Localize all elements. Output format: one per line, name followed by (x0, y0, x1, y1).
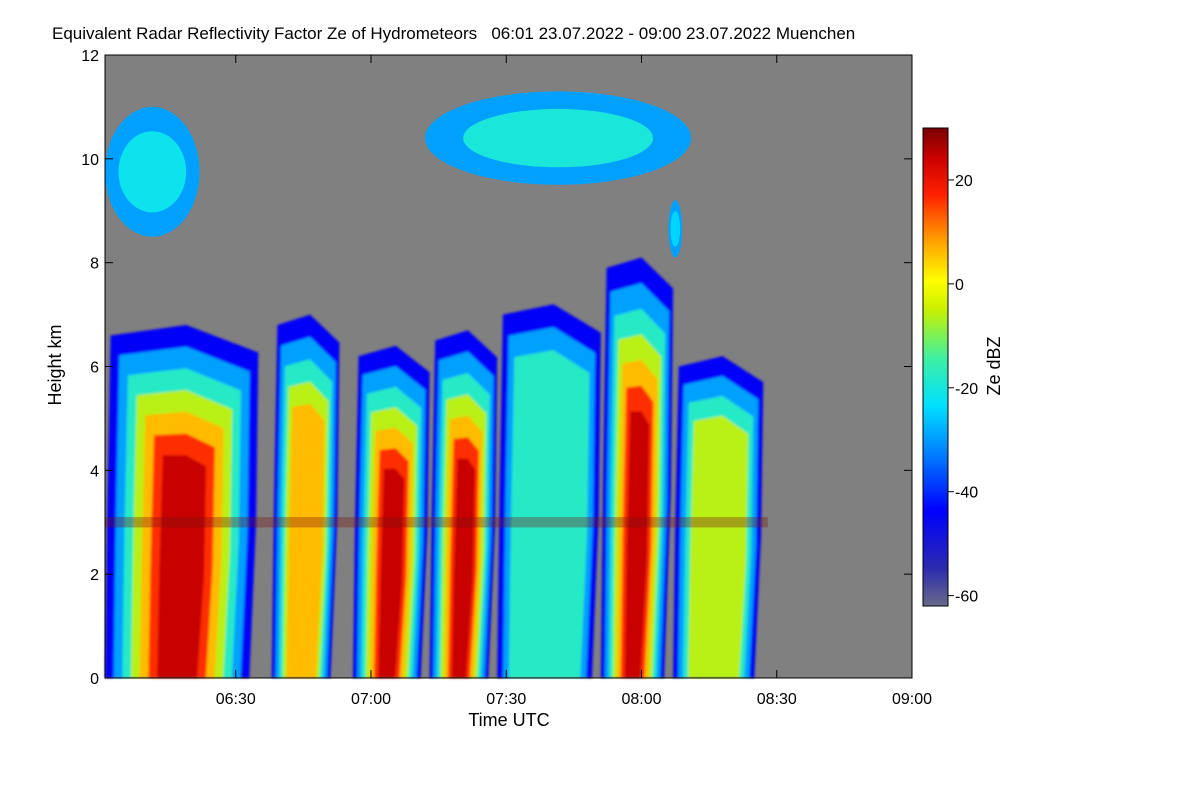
y-axis-label: Height km (45, 324, 65, 405)
echo-contour (451, 458, 476, 678)
x-tick-label: 06:30 (216, 691, 256, 708)
echo-cell (353, 345, 430, 678)
cirrus-core (463, 108, 654, 168)
echo-contour (508, 350, 590, 678)
echo-contour (157, 455, 207, 678)
y-tick-label: 10 (81, 152, 99, 169)
cirrus-core (118, 131, 187, 213)
echo-contour (688, 415, 749, 678)
y-tick-label: 8 (90, 256, 99, 273)
colorbar-tick-label: 0 (955, 277, 964, 294)
x-tick-label: 09:00 (892, 691, 932, 708)
echo-contour (378, 468, 405, 678)
echo-contour (624, 411, 650, 678)
y-tick-label: 6 (90, 360, 99, 377)
colorbar-label: Ze dBZ (984, 336, 1004, 395)
x-tick-label: 08:30 (757, 691, 797, 708)
echo-cell (429, 330, 498, 678)
colorbar-gradient (922, 127, 949, 607)
colorbar-tick-label: -40 (955, 485, 978, 502)
colorbar-tick-label: -20 (955, 381, 978, 398)
echo-cell (105, 325, 259, 678)
x-tick-label: 07:00 (351, 691, 391, 708)
chart-title: Equivalent Radar Reflectivity Factor Ze … (52, 24, 855, 43)
x-axis-label: Time UTC (468, 710, 549, 730)
echo-cell (600, 257, 674, 678)
echo-cell (271, 314, 340, 678)
colorbar-tick-label: 20 (955, 173, 973, 190)
echo-contour (286, 403, 325, 678)
plot-area (104, 54, 913, 679)
colorbar: 20 0 -20 -40 -60 Ze dBZ (922, 127, 1004, 607)
y-axis: 0 2 4 6 8 10 12 (81, 48, 912, 688)
y-tick-label: 0 (90, 671, 99, 688)
bright-band (105, 517, 768, 528)
y-tick-label: 4 (90, 463, 99, 480)
cirrus-core (670, 211, 681, 247)
echo-cell (497, 304, 601, 678)
y-tick-label: 12 (81, 48, 99, 65)
colorbar-tick-label: -60 (955, 589, 978, 606)
x-axis: 06:30 07:00 07:30 08:00 08:30 09:00 (216, 55, 932, 708)
x-tick-label: 07:30 (486, 691, 526, 708)
x-tick-label: 08:00 (621, 691, 661, 708)
y-tick-label: 2 (90, 567, 99, 584)
echo-cell (673, 356, 764, 678)
